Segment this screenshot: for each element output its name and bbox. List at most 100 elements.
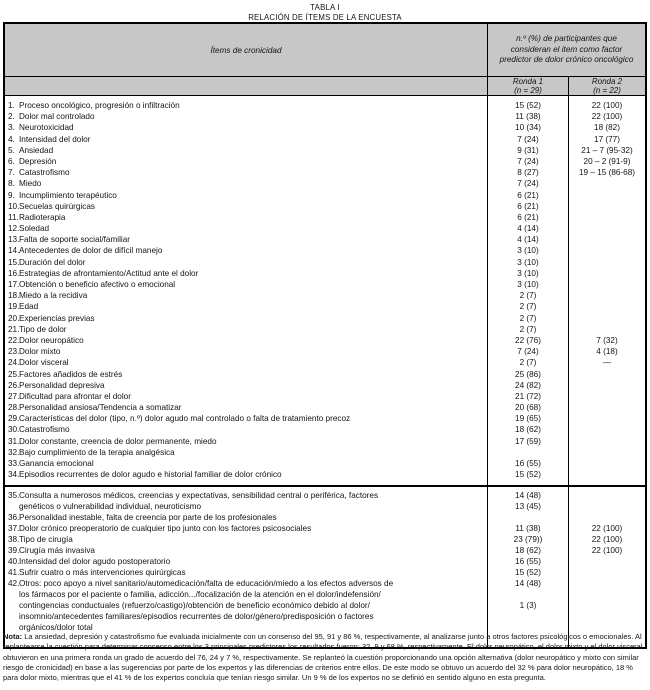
- ronda1-value: [488, 447, 568, 458]
- table-row: 37.Dolor crónico preoperatorio de cualqu…: [5, 523, 487, 534]
- ronda1-value: 16 (55): [515, 557, 541, 567]
- item-text: Edad: [19, 302, 39, 312]
- item-text: Personalidad ansiosa/Tendencia a somatiz…: [19, 403, 182, 413]
- item-text: Dolor visceral: [19, 358, 69, 368]
- table-row: 9. Incumplimiento terapéutico: [5, 190, 487, 201]
- item-number: 2.: [8, 112, 15, 122]
- table-row: 29.Características del dolor (tipo, n.º)…: [5, 413, 487, 424]
- ronda2-value: [569, 245, 645, 256]
- item-text: Sufrir cuatro o más intervenciones quirú…: [19, 568, 186, 578]
- item-text: Antecedentes de dolor de difícil manejo: [19, 246, 163, 256]
- item-number: 30.: [8, 425, 20, 435]
- footnote-text: La ansiedad, depresión y catastrofismo f…: [3, 632, 643, 683]
- ronda1-value: 14 (48): [515, 491, 541, 501]
- item-number: 31.: [8, 436, 20, 446]
- ronda1-value: 7 (24): [517, 156, 539, 166]
- ronda1-value: 18 (62): [515, 425, 541, 435]
- ronda1-value: 23 (79)): [513, 535, 543, 545]
- ronda2-value: [569, 402, 645, 413]
- items-column: 35.Consulta a numerosos médicos, creenci…: [5, 487, 487, 647]
- item-number: 24.: [8, 358, 20, 368]
- item-text: Radioterapia: [19, 212, 66, 222]
- ronda2-value: [569, 490, 645, 501]
- ronda1-value: 3 (10): [517, 257, 539, 267]
- ronda2-value: [569, 589, 645, 600]
- ronda2-value: [569, 380, 645, 391]
- ronda2-value: 20 – 2 (91-9): [583, 156, 631, 166]
- survey-items-table: Ítems de cronicidad n.º (%) de participa…: [3, 22, 647, 650]
- table-row: 2. Dolor mal controlado: [5, 111, 487, 122]
- item-text: Catastrofismo: [19, 425, 70, 435]
- table-row: 39.Cirugía más invasiva: [5, 545, 487, 556]
- item-text: Tipo de cirugía: [19, 535, 73, 545]
- ronda2-value: [569, 469, 645, 480]
- ronda2-value: 7 (32): [596, 335, 618, 345]
- ronda2-value: 18 (82): [594, 123, 620, 133]
- item-text: genéticos o vulnerabilidad individual, n…: [19, 502, 202, 512]
- item-text: Dolor mal controlado: [19, 112, 95, 122]
- table-row: 28.Personalidad ansiosa/Tendencia a soma…: [5, 402, 487, 413]
- ronda1-value: [488, 589, 568, 600]
- ronda2-value: [569, 458, 645, 469]
- round1-header: Ronda 1 (n = 29): [487, 77, 568, 95]
- ronda1-value: 2 (7): [519, 291, 537, 301]
- item-text: Dolor mixto: [19, 347, 61, 357]
- table-row: 14.Antecedentes de dolor de difícil mane…: [5, 245, 487, 256]
- ronda1-value: 7 (24): [517, 134, 539, 144]
- table-row: 21.Tipo de dolor: [5, 324, 487, 335]
- item-number: 23.: [8, 347, 20, 357]
- item-number: 29.: [8, 414, 20, 424]
- item-number: 22.: [8, 335, 20, 345]
- table-row: 23.Dolor mixto: [5, 346, 487, 357]
- ronda1-value: 6 (21): [517, 212, 539, 222]
- table-row: 31.Dolor constante, creencia de dolor pe…: [5, 436, 487, 447]
- ronda1-value: 3 (10): [517, 268, 539, 278]
- table-row: 27.Dificultad para afrontar el dolor: [5, 391, 487, 402]
- ronda2-value: 21 – 7 (95-32): [581, 145, 633, 155]
- item-text: Duración del dolor: [19, 257, 86, 267]
- ronda1-value: 3 (10): [517, 280, 539, 289]
- table-row: contingencias conductuales (refuerzo/cas…: [5, 600, 487, 611]
- ronda2-value: [569, 369, 645, 380]
- ronda2-value: [569, 512, 645, 523]
- item-number: 34.: [8, 470, 20, 480]
- ronda1-value: 18 (62): [515, 546, 541, 556]
- table-body: 1. Proceso oncológico, progresión o infil…: [5, 96, 645, 648]
- item-text: orgánicos/dolor total: [19, 623, 93, 633]
- table-row: 5. Ansiedad: [5, 145, 487, 156]
- item-text: Soledad: [19, 224, 50, 234]
- item-number: 6.: [8, 156, 15, 166]
- ronda1-value: 11 (38): [515, 112, 541, 122]
- ronda1-value: 3 (10): [517, 246, 539, 256]
- item-text: Miedo a la recidiva: [19, 291, 88, 301]
- item-text: Catastrofismo: [19, 168, 70, 178]
- table-row: 24.Dolor visceral: [5, 357, 487, 368]
- item-text: Ansiedad: [19, 145, 54, 155]
- table-subheader-row: Ronda 1 (n = 29) Ronda 2 (n = 22): [5, 77, 645, 96]
- round2-n: (n = 22): [593, 86, 621, 95]
- ronda1-value: 8 (27): [517, 168, 539, 178]
- table-row: 15.Duración del dolor: [5, 257, 487, 268]
- item-number: 11.: [8, 212, 19, 222]
- item-number: 38.: [8, 535, 20, 545]
- ronda2-value: [569, 413, 645, 424]
- item-number: 20.: [8, 313, 20, 323]
- ronda1-value: 2 (7): [519, 358, 537, 368]
- table-row: 16.Estrategias de afrontamiento/Actitud …: [5, 268, 487, 279]
- item-number: 18.: [8, 291, 20, 301]
- table-row: 18.Miedo a la recidiva: [5, 290, 487, 301]
- table-row: 38.Tipo de cirugía: [5, 534, 487, 545]
- item-number: 12.: [8, 224, 20, 234]
- round2-header: Ronda 2 (n = 22): [568, 77, 645, 95]
- item-number: 3.: [8, 123, 15, 133]
- table-row: 4. Intensidad del dolor: [5, 134, 487, 145]
- item-text: contingencias conductuales (refuerzo/cas…: [19, 601, 370, 611]
- item-text: Dificultad para afrontar el dolor: [19, 391, 131, 401]
- item-number: 27.: [8, 391, 20, 401]
- table-section-1: 1. Proceso oncológico, progresión o infil…: [5, 96, 645, 486]
- item-text: Experiencias previas: [19, 313, 95, 323]
- ronda2-value: [569, 201, 645, 212]
- table-row: 26.Personalidad depresiva: [5, 380, 487, 391]
- item-number: 40.: [8, 557, 20, 567]
